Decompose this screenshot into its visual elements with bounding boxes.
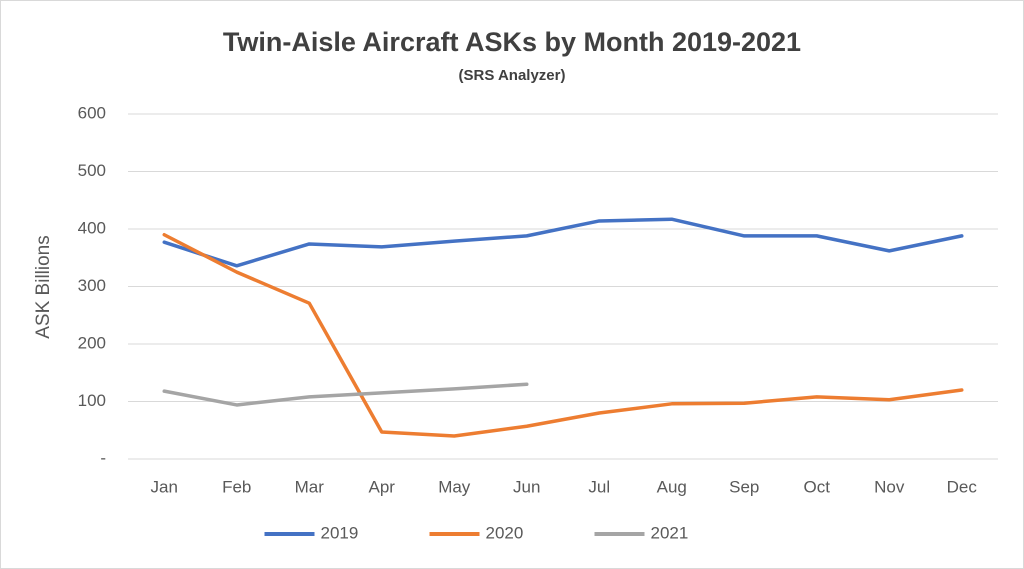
y-tick-label: 200: [78, 333, 106, 352]
y-tick-label: 300: [78, 276, 106, 295]
x-tick-label: Feb: [222, 477, 251, 496]
x-tick-label: May: [438, 477, 471, 496]
y-axis-label: ASK Billions: [33, 235, 54, 339]
series-line: [162, 217, 964, 268]
y-tick-label: 100: [78, 391, 106, 410]
y-tick-label: 400: [78, 218, 106, 237]
x-tick-label: Nov: [874, 477, 905, 496]
series-line: [162, 382, 529, 407]
x-tick-label: Dec: [947, 477, 978, 496]
legend-label: 2019: [321, 523, 359, 542]
x-tick-label: Aug: [657, 477, 687, 496]
x-tick-label: Mar: [295, 477, 325, 496]
y-tick-label: 500: [78, 161, 106, 180]
legend-label: 2020: [486, 523, 524, 542]
y-tick-label: 600: [78, 103, 106, 122]
x-tick-label: Oct: [804, 477, 831, 496]
x-tick-label: Jul: [588, 477, 610, 496]
legend-label: 2021: [651, 523, 689, 542]
x-tick-label: Apr: [369, 477, 396, 496]
series-line: [162, 233, 964, 438]
x-tick-label: Jun: [513, 477, 540, 496]
chart-title: Twin-Aisle Aircraft ASKs by Month 2019-2…: [223, 27, 801, 57]
x-tick-label: Jan: [151, 477, 178, 496]
x-tick-label: Sep: [729, 477, 759, 496]
chart-subtitle: (SRS Analyzer): [459, 67, 566, 84]
y-tick-label: -: [100, 448, 106, 467]
